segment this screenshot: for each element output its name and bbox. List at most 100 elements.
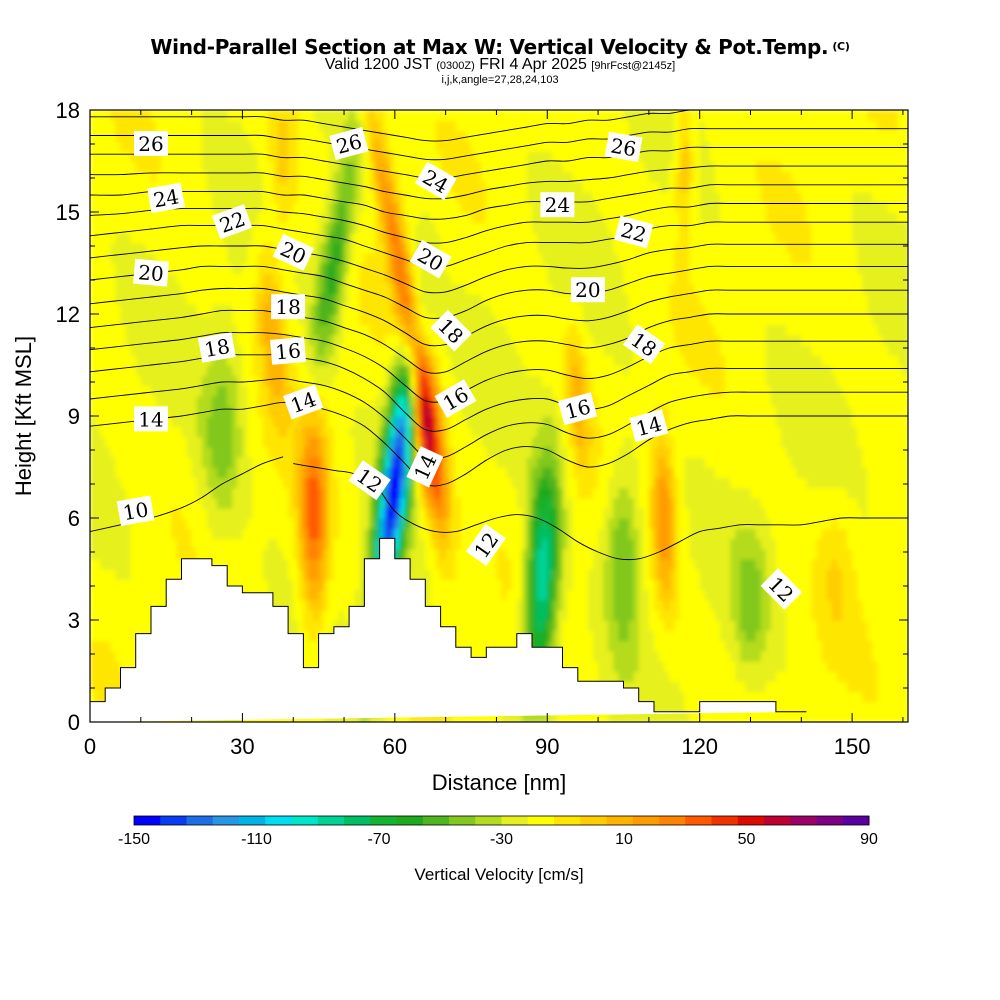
velocity-cell bbox=[359, 314, 366, 325]
velocity-cell bbox=[384, 467, 391, 478]
velocity-cell bbox=[161, 120, 167, 132]
velocity-cell bbox=[440, 120, 447, 132]
velocity-cell bbox=[257, 161, 264, 172]
velocity-cell bbox=[140, 303, 147, 315]
velocity-cell bbox=[272, 212, 279, 223]
velocity-cell bbox=[445, 191, 452, 203]
velocity-cell bbox=[100, 477, 107, 489]
velocity-cell bbox=[120, 120, 127, 132]
velocity-cell bbox=[501, 110, 508, 121]
velocity-cell bbox=[364, 110, 371, 121]
velocity-cell bbox=[389, 365, 396, 376]
velocity-cell bbox=[486, 201, 493, 213]
velocity-cell bbox=[115, 650, 122, 662]
velocity-cell bbox=[288, 212, 294, 223]
velocity-cell bbox=[130, 242, 137, 254]
velocity-cell bbox=[161, 303, 167, 315]
velocity-cell bbox=[130, 446, 137, 458]
velocity-cell bbox=[379, 283, 386, 295]
velocity-cell bbox=[344, 110, 350, 121]
velocity-cell bbox=[283, 436, 289, 448]
velocity-cell bbox=[501, 538, 508, 550]
velocity-cell bbox=[288, 467, 294, 478]
velocity-cell bbox=[298, 579, 305, 591]
velocity-cell bbox=[140, 191, 147, 203]
velocity-cell bbox=[491, 140, 498, 152]
velocity-cell bbox=[176, 110, 183, 121]
velocity-cell bbox=[333, 385, 340, 397]
velocity-cell bbox=[272, 487, 279, 499]
velocity-cell bbox=[435, 518, 442, 529]
velocity-cell bbox=[298, 130, 305, 142]
velocity-cell bbox=[440, 426, 447, 438]
velocity-cell bbox=[420, 161, 427, 172]
velocity-cell bbox=[506, 558, 513, 570]
velocity-cell bbox=[496, 354, 503, 366]
velocity-cell bbox=[186, 161, 193, 172]
velocity-cell bbox=[278, 416, 284, 427]
velocity-cell bbox=[430, 477, 437, 489]
velocity-cell bbox=[415, 538, 422, 550]
velocity-cell bbox=[476, 395, 482, 407]
velocity-cell bbox=[176, 140, 183, 152]
velocity-cell bbox=[318, 528, 325, 540]
velocity-cell bbox=[232, 416, 239, 427]
velocity-cell bbox=[222, 446, 228, 458]
velocity-cell bbox=[318, 477, 325, 489]
velocity-cell bbox=[135, 518, 142, 529]
velocity-cell bbox=[262, 252, 269, 264]
velocity-cell bbox=[140, 283, 147, 295]
velocity-cell bbox=[196, 456, 203, 468]
velocity-cell bbox=[481, 283, 488, 295]
velocity-cell bbox=[481, 365, 488, 376]
velocity-cell bbox=[140, 558, 147, 570]
velocity-cell bbox=[328, 538, 335, 550]
velocity-cell bbox=[440, 161, 447, 172]
velocity-cell bbox=[344, 405, 350, 417]
velocity-cell bbox=[90, 558, 96, 570]
velocity-cell bbox=[339, 201, 345, 213]
velocity-cell bbox=[110, 120, 117, 132]
velocity-cell bbox=[222, 507, 228, 519]
velocity-cell bbox=[369, 283, 376, 295]
velocity-cell bbox=[359, 252, 366, 264]
velocity-cell bbox=[283, 558, 289, 570]
velocity-cell bbox=[354, 334, 361, 346]
velocity-cell bbox=[440, 283, 447, 295]
velocity-cell bbox=[100, 436, 107, 448]
velocity-cell bbox=[323, 232, 330, 244]
velocity-cell bbox=[405, 212, 411, 223]
velocity-cell bbox=[333, 334, 340, 346]
velocity-cell bbox=[364, 436, 371, 448]
velocity-cell bbox=[120, 252, 127, 264]
velocity-cell bbox=[283, 120, 289, 132]
velocity-cell bbox=[460, 140, 467, 152]
velocity-cell bbox=[318, 191, 325, 203]
velocity-cell bbox=[323, 171, 330, 183]
velocity-cell bbox=[181, 416, 188, 427]
velocity-cell bbox=[506, 548, 513, 560]
velocity-cell bbox=[303, 660, 310, 672]
velocity-cell bbox=[496, 609, 503, 621]
velocity-cell bbox=[399, 354, 406, 366]
velocity-cell bbox=[460, 579, 467, 591]
velocity-cell bbox=[125, 487, 132, 499]
velocity-cell bbox=[481, 150, 488, 162]
velocity-cell bbox=[486, 171, 493, 183]
velocity-cell bbox=[181, 273, 188, 285]
velocity-cell bbox=[140, 252, 147, 264]
velocity-cell bbox=[394, 344, 401, 356]
velocity-cell bbox=[90, 660, 96, 672]
velocity-cell bbox=[318, 232, 325, 244]
velocity-cell bbox=[181, 222, 188, 234]
velocity-cell bbox=[115, 324, 122, 336]
velocity-cell bbox=[222, 518, 228, 529]
velocity-cell bbox=[262, 446, 269, 458]
velocity-cell bbox=[425, 324, 432, 336]
velocity-cell bbox=[506, 232, 513, 244]
velocity-cell bbox=[389, 314, 396, 325]
velocity-cell bbox=[100, 456, 107, 468]
velocity-cell bbox=[272, 140, 279, 152]
velocity-cell bbox=[420, 314, 427, 325]
velocity-cell bbox=[262, 436, 269, 448]
